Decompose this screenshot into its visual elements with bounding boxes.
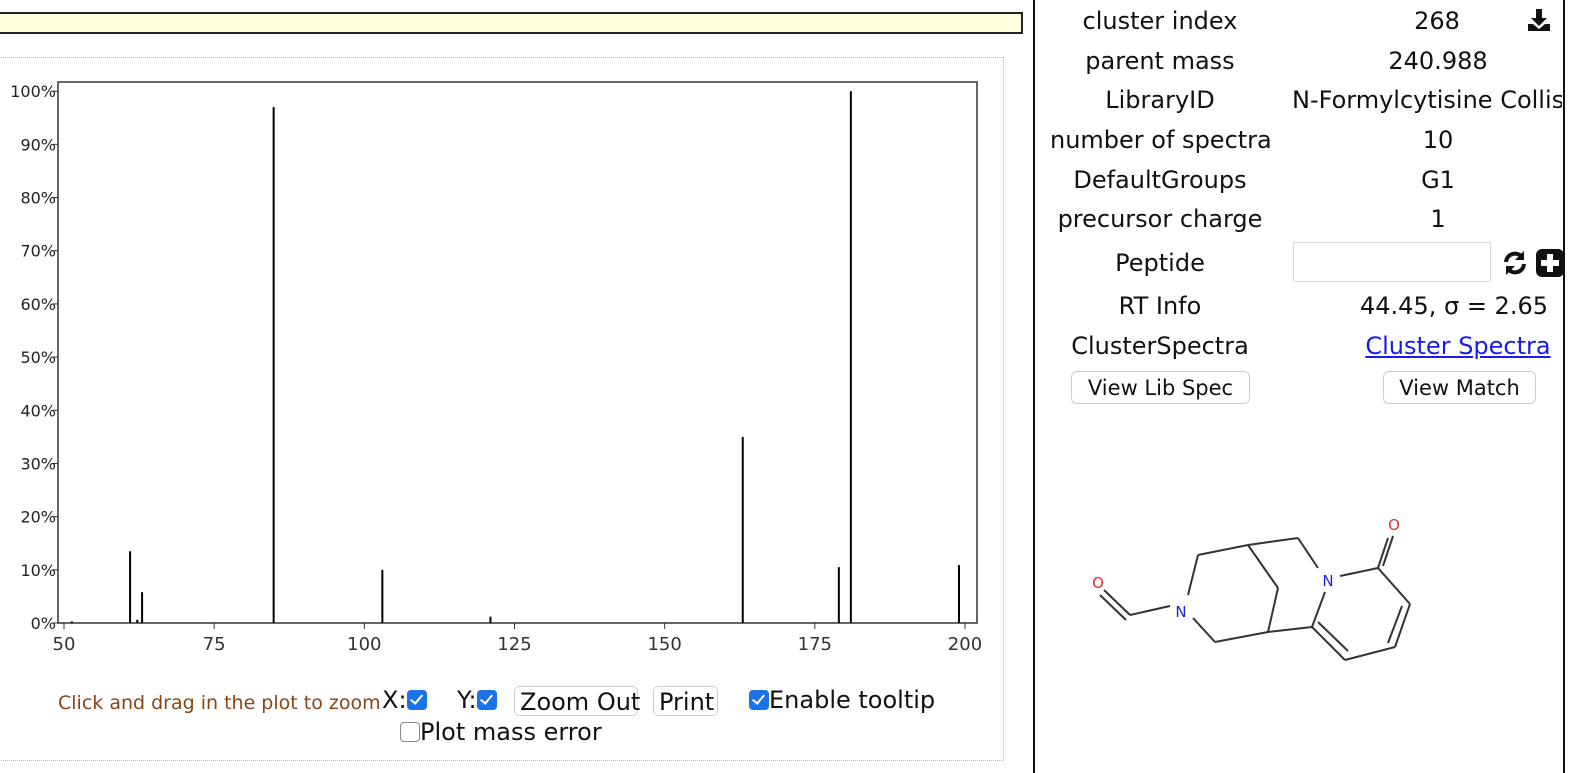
refresh-icon[interactable] — [1500, 248, 1530, 278]
view-lib-spec-button[interactable]: View Lib Spec — [1071, 371, 1250, 404]
plus-square-icon[interactable] — [1535, 248, 1565, 278]
library-id-label: LibraryID — [1105, 86, 1215, 114]
cluster-index-value: 268 — [1414, 7, 1460, 35]
x-zoom-checkbox[interactable] — [406, 690, 427, 710]
nitrogen-atom-label: N — [1175, 603, 1186, 621]
y-tick-label: 20% — [20, 508, 56, 527]
pane-divider — [1033, 0, 1035, 773]
view-match-button[interactable]: View Match — [1383, 371, 1536, 404]
y-tick-label: 60% — [20, 295, 56, 314]
y-zoom-label: Y: — [457, 686, 477, 714]
x-tick-label: 150 — [647, 634, 681, 655]
x-tick-label: 200 — [948, 634, 982, 655]
nitrogen-atom-label: N — [1322, 572, 1333, 590]
spectrum-plot-panel: 0% 10% 20% 30% 40% 50% 60% 70% 80% 90% 100% 50 75 100… — [0, 57, 1004, 761]
x-tick-label: 175 — [798, 634, 832, 655]
molecule-structure: O N N O — [1092, 516, 1411, 661]
y-tick-label: 70% — [20, 242, 56, 261]
y-tick-label: 80% — [20, 189, 56, 208]
default-groups-label: DefaultGroups — [1073, 166, 1247, 194]
mass-error-checkbox[interactable] — [400, 722, 420, 742]
precursor-charge-label: precursor charge — [1057, 205, 1263, 233]
x-tick-label: 50 — [53, 634, 76, 655]
rt-info-label: RT Info — [1118, 292, 1202, 320]
oxygen-atom-label: O — [1388, 516, 1400, 534]
number-of-spectra-value: 10 — [1422, 126, 1454, 154]
x-zoom-label: X: — [382, 686, 407, 714]
y-tick-label: 100% — [10, 82, 56, 101]
parent-mass-value: 240.988 — [1388, 47, 1488, 75]
default-groups-value: G1 — [1421, 166, 1455, 194]
y-tick-label: 30% — [20, 454, 56, 473]
right-edge-border — [1563, 0, 1565, 773]
x-tick-label: 125 — [497, 634, 531, 655]
mass-error-toggle[interactable]: Plot mass error — [400, 718, 602, 746]
y-tick-label: 0% — [31, 614, 56, 633]
download-icon[interactable] — [1526, 7, 1552, 33]
y-zoom-checkbox[interactable] — [476, 690, 497, 710]
parent-mass-label: parent mass — [1085, 47, 1235, 75]
cluster-index-label: cluster index — [1082, 7, 1238, 35]
zoom-out-button[interactable]: Zoom Out — [514, 686, 640, 716]
cluster-spectra-cell: Cluster Spectra — [1300, 332, 1589, 360]
spectrum-chart[interactable]: 0% 10% 20% 30% 40% 50% 60% 70% 80% 90% 100% 50 75 100… — [0, 58, 1003, 760]
cluster-spectra-label: ClusterSpectra — [1071, 332, 1249, 360]
tooltip-label: Enable tooltip — [769, 686, 936, 714]
y-tick-label: 10% — [20, 561, 56, 580]
tooltip-checkbox[interactable] — [749, 690, 769, 710]
library-id-value: N-Formylcytisine Collision — [1292, 86, 1562, 114]
y-tick-label: 40% — [20, 401, 56, 420]
y-tick-label: 90% — [20, 135, 56, 154]
oxygen-atom-label: O — [1092, 574, 1104, 592]
peptide-label: Peptide — [1115, 249, 1205, 277]
plot-controls: Click and drag in the plot to zoom X: Y:… — [58, 686, 958, 758]
tooltip-toggle[interactable]: Enable tooltip — [749, 686, 935, 714]
print-button[interactable]: Print — [653, 686, 718, 716]
x-tick-label: 100 — [347, 634, 381, 655]
zoom-hint-text: Click and drag in the plot to zoom — [58, 692, 381, 714]
x-zoom-toggle[interactable]: X: — [382, 686, 427, 714]
mass-error-label: Plot mass error — [420, 718, 602, 746]
spectrum-header-bar — [0, 12, 1023, 34]
y-zoom-toggle[interactable]: Y: — [457, 686, 497, 714]
cluster-spectra-link[interactable]: Cluster Spectra — [1365, 332, 1551, 360]
precursor-charge-value: 1 — [1430, 205, 1446, 233]
x-tick-label: 75 — [203, 634, 226, 655]
rt-info-value: 44.45, σ = 2.65 — [1360, 292, 1548, 320]
peptide-input[interactable] — [1293, 242, 1491, 282]
plot-frame — [57, 81, 978, 624]
number-of-spectra-label: number of spectra — [1050, 126, 1272, 154]
y-tick-label: 50% — [20, 348, 56, 367]
